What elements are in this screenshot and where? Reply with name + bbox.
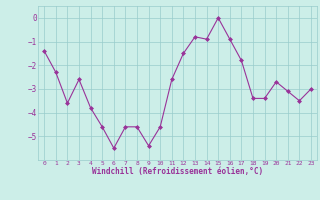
X-axis label: Windchill (Refroidissement éolien,°C): Windchill (Refroidissement éolien,°C) — [92, 167, 263, 176]
